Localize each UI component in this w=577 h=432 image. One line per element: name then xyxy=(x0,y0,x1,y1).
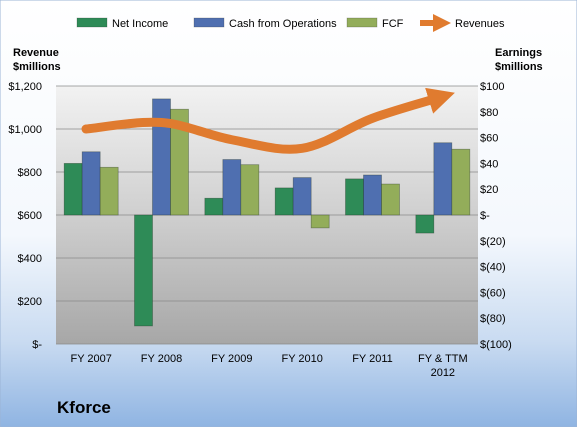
right-tick-label: $(40) xyxy=(480,262,506,274)
right-tick-label: $100 xyxy=(480,81,504,93)
right-tick-label: $(100) xyxy=(480,339,512,351)
x-tick-label: FY & TTM xyxy=(418,353,468,365)
x-axis-ticks: FY 2007 FY 2008 FY 2009 FY 2010 FY 2011 FY & … xyxy=(70,353,467,379)
right-tick-label: $40 xyxy=(480,158,498,170)
revenue-line xyxy=(81,87,455,154)
legend-label-revenues: Revenues xyxy=(455,18,505,30)
bar-net-income xyxy=(204,197,224,216)
left-tick-label: $600 xyxy=(18,210,42,222)
bar-net-income xyxy=(274,187,294,216)
bar-net-income xyxy=(63,163,83,216)
x-tick-label: FY 2007 xyxy=(70,353,111,365)
company-label: Kforce xyxy=(57,398,111,417)
bar-cash-from-operations xyxy=(81,151,101,216)
bars xyxy=(63,98,471,327)
x-tick-label: FY 2010 xyxy=(281,353,322,365)
right-tick-label: $(60) xyxy=(480,287,506,299)
right-tick-label: $(80) xyxy=(480,313,506,325)
right-tick-label: $80 xyxy=(480,107,498,119)
bar-net-income xyxy=(345,178,364,216)
x-tick-label: 2012 xyxy=(431,367,455,379)
bar-fcf xyxy=(170,108,189,216)
legend-label-fcf: FCF xyxy=(382,18,404,30)
x-tick-label: FY 2008 xyxy=(141,353,182,365)
right-axis-label-line1: Earnings xyxy=(495,47,542,59)
bar-fcf xyxy=(451,148,471,216)
right-tick-label: $60 xyxy=(480,133,498,145)
left-tick-label: $1,000 xyxy=(8,124,42,136)
left-tick-label: $- xyxy=(32,339,42,351)
bar-cash-from-operations xyxy=(363,174,382,216)
left-axis-label-line1: Revenue xyxy=(13,47,59,59)
legend-swatch-net-income xyxy=(76,17,108,28)
gridlines xyxy=(56,85,478,345)
right-tick-label: $(20) xyxy=(480,236,506,248)
bar-fcf xyxy=(240,164,260,216)
legend-swatch-cash-from-operations xyxy=(193,17,225,28)
bar-fcf xyxy=(310,214,330,229)
right-tick-label: $- xyxy=(480,210,490,222)
bar-cash-from-operations xyxy=(292,177,312,216)
bar-cash-from-operations xyxy=(433,142,453,216)
legend-label-cash-from-operations: Cash from Operations xyxy=(229,18,337,30)
bar-cash-from-operations xyxy=(222,159,242,216)
right-axis-label-line2: $millions xyxy=(495,61,543,73)
bar-net-income xyxy=(415,214,435,234)
bar-fcf xyxy=(99,166,119,216)
bar-cash-from-operations xyxy=(152,98,171,216)
legend-label-net-income: Net Income xyxy=(112,18,168,30)
x-tick-label: FY 2009 xyxy=(211,353,252,365)
revenue-line-path xyxy=(81,87,455,154)
left-tick-label: $400 xyxy=(18,253,42,265)
legend: Net Income Cash from Operations FCF Revenue… xyxy=(76,14,505,32)
left-tick-label: $1,200 xyxy=(8,81,42,93)
left-tick-label: $800 xyxy=(18,167,42,179)
bar-fcf xyxy=(381,183,400,216)
left-axis-ticks: $- $200 $400 $600 $800 $1,000 $1,200 xyxy=(8,81,42,351)
bar-net-income xyxy=(134,214,153,327)
left-axis-label-line2: $millions xyxy=(13,61,61,73)
legend-swatch-fcf xyxy=(346,17,378,28)
right-tick-label: $20 xyxy=(480,184,498,196)
right-axis-ticks: $(100) $(80) $(60) $(40) $(20) $- $20 $40 $60 $80… xyxy=(480,81,512,351)
left-tick-label: $200 xyxy=(18,296,42,308)
x-tick-label: FY 2011 xyxy=(352,353,393,365)
